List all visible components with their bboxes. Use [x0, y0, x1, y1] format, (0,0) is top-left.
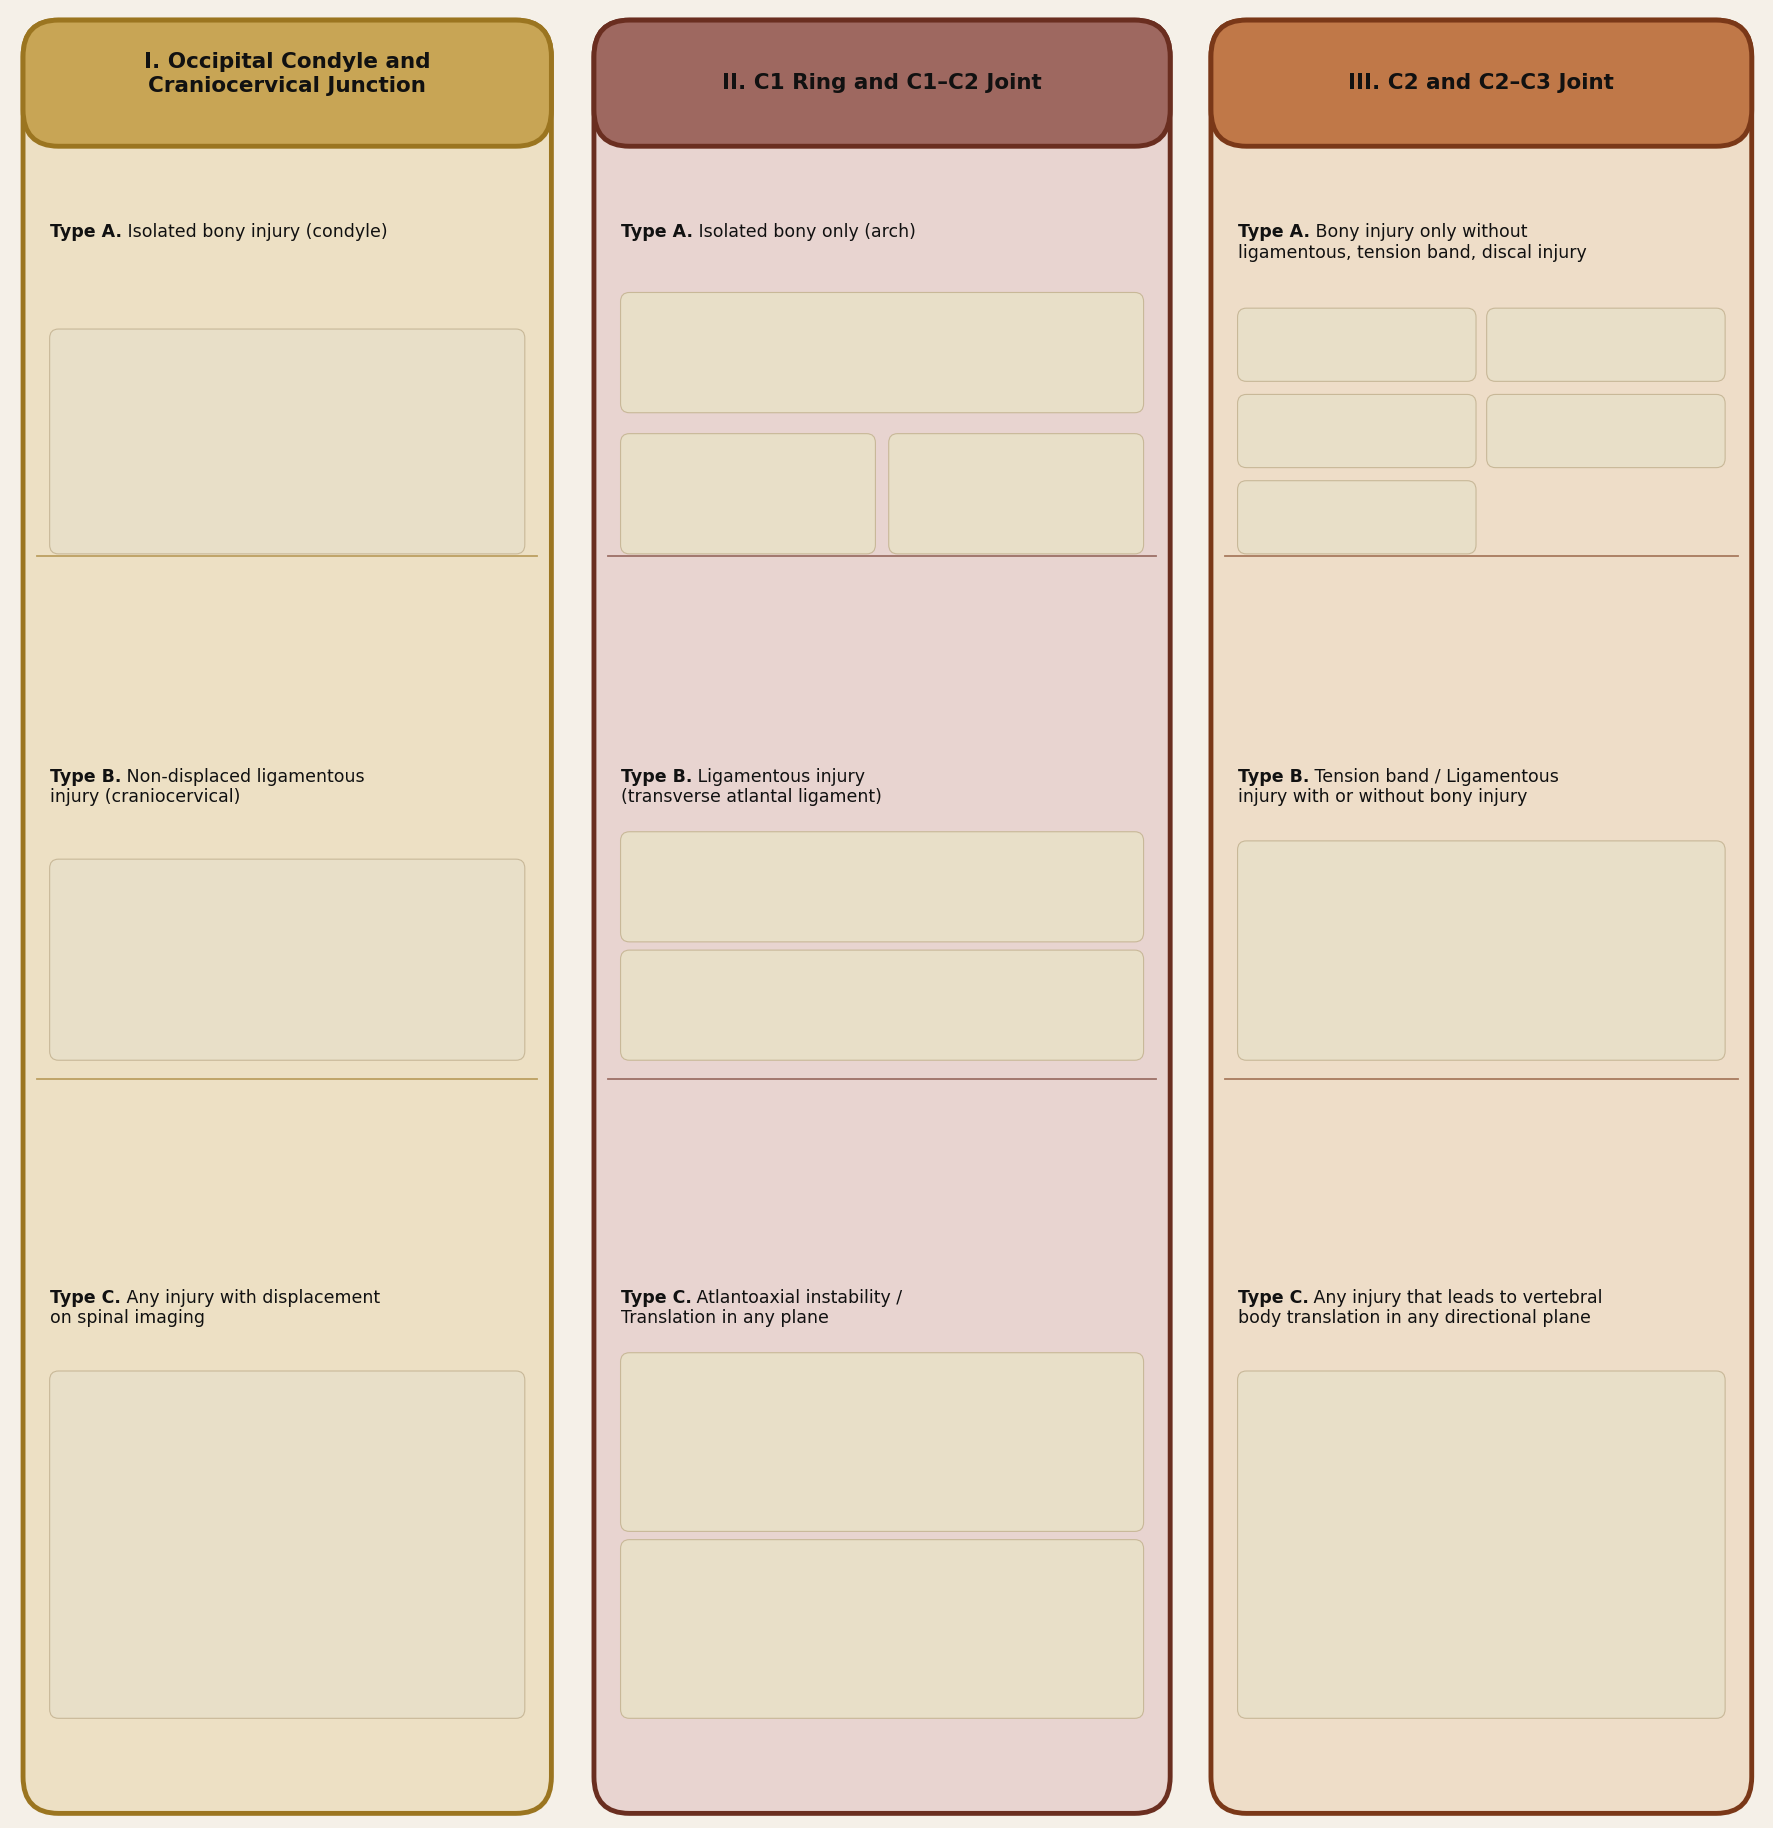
FancyBboxPatch shape	[50, 859, 525, 1060]
FancyBboxPatch shape	[23, 20, 551, 146]
Text: Tension band / Ligamentous: Tension band / Ligamentous	[1308, 768, 1558, 786]
Text: injury (craniocervical): injury (craniocervical)	[50, 788, 239, 806]
FancyBboxPatch shape	[50, 1371, 525, 1718]
FancyBboxPatch shape	[1211, 20, 1752, 1813]
Text: on spinal imaging: on spinal imaging	[50, 1309, 204, 1327]
Text: Type B.: Type B.	[621, 768, 691, 786]
Text: Type A.: Type A.	[621, 223, 693, 241]
FancyBboxPatch shape	[23, 20, 551, 1813]
FancyBboxPatch shape	[621, 433, 876, 554]
FancyBboxPatch shape	[50, 329, 525, 554]
FancyBboxPatch shape	[1486, 309, 1725, 382]
FancyBboxPatch shape	[888, 433, 1144, 554]
FancyBboxPatch shape	[1238, 841, 1725, 1060]
FancyBboxPatch shape	[1486, 395, 1725, 468]
Text: Isolated bony only (arch): Isolated bony only (arch)	[693, 223, 915, 241]
FancyBboxPatch shape	[621, 1539, 1144, 1718]
FancyBboxPatch shape	[621, 951, 1144, 1060]
FancyBboxPatch shape	[594, 20, 1170, 1813]
Text: I. Occipital Condyle and
Craniocervical Junction: I. Occipital Condyle and Craniocervical …	[144, 51, 431, 97]
Text: Bony injury only without: Bony injury only without	[1310, 223, 1527, 241]
Text: II. C1 Ring and C1–C2 Joint: II. C1 Ring and C1–C2 Joint	[722, 73, 1043, 93]
FancyBboxPatch shape	[621, 1353, 1144, 1532]
Text: body translation in any directional plane: body translation in any directional plan…	[1238, 1309, 1590, 1327]
FancyBboxPatch shape	[1211, 20, 1752, 146]
Text: ligamentous, tension band, discal injury: ligamentous, tension band, discal injury	[1238, 243, 1587, 261]
Text: Type B.: Type B.	[50, 768, 121, 786]
FancyBboxPatch shape	[1238, 481, 1477, 554]
Text: Type C.: Type C.	[50, 1289, 121, 1307]
Text: Any injury with displacement: Any injury with displacement	[121, 1289, 379, 1307]
FancyBboxPatch shape	[621, 832, 1144, 941]
Text: Isolated bony injury (condyle): Isolated bony injury (condyle)	[122, 223, 387, 241]
Text: Type B.: Type B.	[1238, 768, 1308, 786]
Text: Type C.: Type C.	[1238, 1289, 1308, 1307]
Text: Type A.: Type A.	[50, 223, 122, 241]
Text: Atlantoaxial instability /: Atlantoaxial instability /	[691, 1289, 902, 1307]
FancyBboxPatch shape	[594, 20, 1170, 146]
FancyBboxPatch shape	[1238, 1371, 1725, 1718]
Text: Translation in any plane: Translation in any plane	[621, 1309, 828, 1327]
FancyBboxPatch shape	[1238, 395, 1477, 468]
FancyBboxPatch shape	[1238, 309, 1477, 382]
Text: (transverse atlantal ligament): (transverse atlantal ligament)	[621, 788, 881, 806]
FancyBboxPatch shape	[621, 292, 1144, 413]
Text: Type C.: Type C.	[621, 1289, 691, 1307]
Text: III. C2 and C2–C3 Joint: III. C2 and C2–C3 Joint	[1349, 73, 1613, 93]
Text: Type A.: Type A.	[1238, 223, 1310, 241]
Text: Ligamentous injury: Ligamentous injury	[691, 768, 865, 786]
Text: injury with or without bony injury: injury with or without bony injury	[1238, 788, 1527, 806]
Text: Any injury that leads to vertebral: Any injury that leads to vertebral	[1308, 1289, 1603, 1307]
Text: Non-displaced ligamentous: Non-displaced ligamentous	[121, 768, 365, 786]
